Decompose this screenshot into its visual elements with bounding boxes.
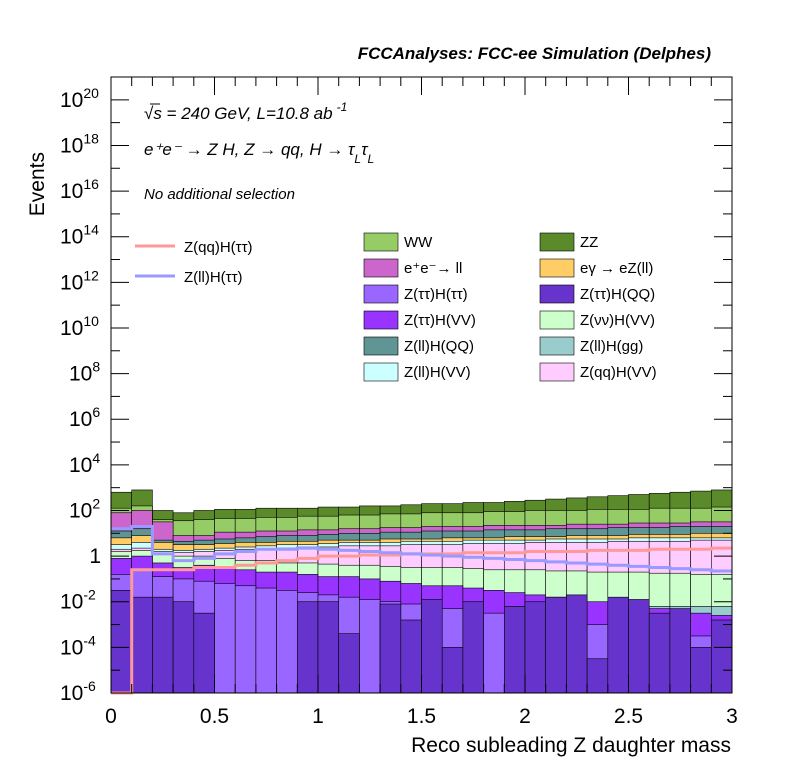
legend-label: WW	[404, 234, 433, 251]
bar-z-h-qq	[400, 619, 422, 694]
legend-swatch-z-h-vv	[539, 310, 575, 330]
bar-z-h-qq	[586, 658, 609, 694]
process-annotation: e⁺e⁻ → Z H, Z → qq, H → τLτL	[144, 140, 374, 166]
bar-z-h-qq	[628, 599, 650, 694]
legend-label: ZZ	[580, 234, 598, 251]
axis-ticks	[110, 76, 733, 694]
x-tick-label: 2	[519, 705, 531, 728]
bar-z-h	[234, 585, 257, 694]
y-tick-label: 1010	[60, 313, 99, 340]
bar-z-h-qq	[131, 596, 153, 694]
bar-z-h-qq	[710, 619, 733, 694]
y-tick-label: 10-2	[60, 587, 96, 614]
bar-z-h	[483, 612, 505, 694]
legend-label: Z(ττ)H(VV)	[404, 312, 476, 329]
legend-swatch-e-ez-ll	[539, 258, 575, 278]
tick-labels: 0 0.5 1 1.5 2 2.5 3 10-6 10-4 10-2 1 102 104 106 108 10…	[60, 85, 738, 728]
stack-z-h-qq	[110, 590, 733, 694]
bar-z-h	[214, 583, 236, 694]
x-tick-label: 2.5	[614, 705, 643, 728]
y-tick-label: 1018	[60, 130, 99, 157]
legend-swatch-z-h-qq	[539, 284, 575, 304]
legend-swatch-z-h	[363, 284, 399, 304]
bar-z-h	[359, 599, 381, 694]
chart-header: FCCAnalyses: FCC-ee Simulation (Delphes)	[358, 44, 712, 63]
legend-label: Z(ll)H(ττ)	[184, 269, 243, 286]
legend-swatch-zz	[539, 232, 575, 252]
bar-z-h-qq	[441, 647, 464, 694]
x-tick-label: 0	[105, 705, 117, 728]
legend-swatch-z-ll-h-qq	[363, 336, 399, 356]
y-tick-label: 106	[69, 404, 100, 431]
legend-swatch-e-e-ll	[363, 258, 399, 278]
x-tick-label: 0.5	[200, 705, 229, 728]
selection-annotation: No additional selection	[144, 186, 295, 203]
bar-z-h-qq	[462, 601, 484, 694]
bar-z-h-qq	[317, 601, 340, 694]
x-tick-label: 1	[312, 705, 324, 728]
energy-annotation: √s = 240 GeV, L=10.8 ab -1	[144, 100, 347, 123]
legend-swatch-ww	[363, 232, 399, 252]
legend-swatch-z-qq-h-vv	[539, 362, 575, 382]
y-tick-label: 10-6	[60, 678, 96, 705]
legend-label: Z(ll)H(gg)	[580, 338, 643, 355]
legend-label: Z(ll)H(VV)	[404, 364, 471, 381]
bar-z-h-qq	[524, 601, 547, 694]
legend-label: Z(qq)H(VV)	[580, 364, 657, 381]
y-tick-label: 1	[89, 545, 101, 568]
x-tick-label: 1.5	[407, 705, 436, 728]
y-tick-label: 1014	[60, 222, 99, 249]
bar-z-h-qq	[607, 596, 629, 694]
legend-label: Z(ττ)H(ττ)	[404, 286, 468, 303]
bar-z-h-qq	[503, 606, 526, 694]
legend-label: Z(ll)H(QQ)	[404, 338, 474, 355]
legend-label: eγ → eZ(ll)	[580, 260, 653, 277]
legend-swatch-z-h-vv	[363, 310, 399, 330]
y-tick-label: 1012	[60, 267, 99, 294]
bar-z-h-qq	[296, 601, 319, 694]
bar-z-h-qq	[172, 601, 195, 694]
legend-swatch-z-ll-h-gg	[539, 336, 575, 356]
legend-label: Z(νν)H(VV)	[580, 312, 655, 329]
bar-z-h-qq	[110, 590, 133, 694]
y-tick-label: 10-4	[60, 632, 96, 659]
bar-z-h-qq	[545, 596, 567, 694]
bar-z-h-qq	[379, 603, 402, 694]
bar-z-h	[255, 587, 277, 694]
bar-z-h-qq	[421, 599, 443, 694]
y-tick-label: 102	[69, 495, 100, 522]
legend: Z(qq)H(ττ) Z(ll)H(ττ) WW ZZ e⁺e⁻→ ll eγ → eZ(…	[135, 232, 657, 382]
y-axis-label: Events	[26, 152, 49, 216]
bar-z-h-qq	[669, 608, 691, 694]
legend-swatch-z-ll-h-vv	[363, 362, 399, 382]
legend-label: Z(qq)H(ττ)	[184, 239, 253, 256]
y-tick-label: 104	[69, 450, 100, 477]
bar-z-h-qq	[690, 647, 712, 694]
y-tick-label: 1016	[60, 176, 99, 203]
x-tick-label: 3	[726, 705, 738, 728]
bar-z-h-qq	[566, 594, 588, 694]
y-tick-label: 108	[69, 359, 100, 386]
stacked-histograms	[110, 489, 733, 694]
line-z-ll-h	[111, 524, 732, 573]
bar-z-h-qq	[338, 633, 360, 694]
bar-z-h-qq	[648, 612, 671, 694]
y-tick-label: 1020	[60, 85, 99, 112]
legend-label: Z(ττ)H(QQ)	[580, 286, 655, 303]
bar-z-h-qq	[152, 596, 174, 694]
legend-label: e⁺e⁻→ ll	[404, 260, 462, 277]
signal-lines	[111, 524, 732, 695]
bar-z-h	[276, 590, 298, 694]
bar-z-h-qq	[193, 612, 215, 694]
x-axis-label: Reco subleading Z daughter mass	[411, 734, 731, 757]
